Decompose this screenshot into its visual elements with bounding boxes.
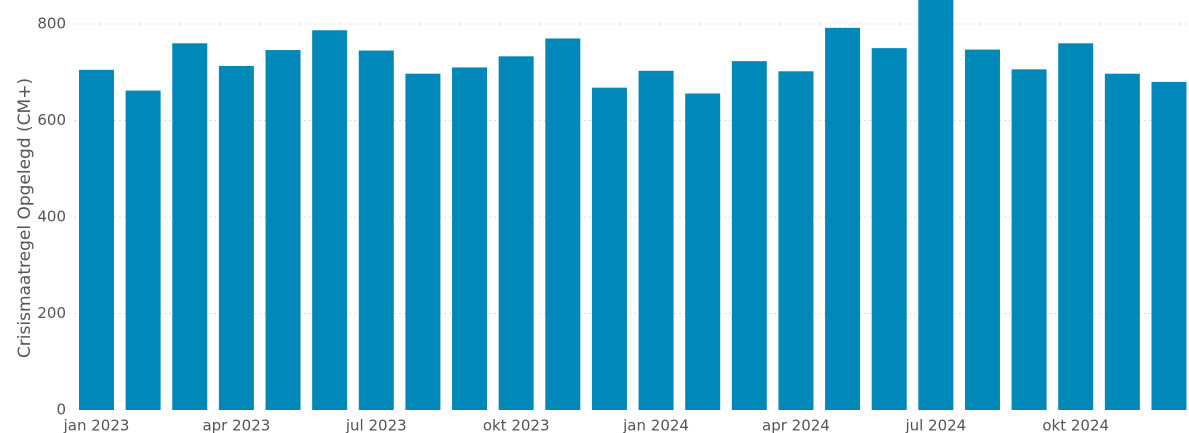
x-axis-ticks: jan 2023 apr 2023 jul 2023 okt 2023 jan 2024… (63, 417, 1109, 433)
bar-sep-2023 (452, 67, 488, 411)
bar-aug-2024 (964, 49, 1000, 410)
x-tick-label: jul 2024 (904, 417, 966, 433)
x-tick-label: apr 2024 (762, 417, 830, 433)
bar-apr-2024 (778, 71, 814, 410)
x-tick-label: apr 2023 (202, 417, 270, 433)
y-tick-label: 400 (37, 208, 66, 226)
bar-dec-2023 (591, 87, 627, 410)
x-tick-label: okt 2024 (1042, 417, 1109, 433)
bar-sep-2024 (1011, 69, 1047, 410)
bar-aug-2023 (405, 73, 441, 410)
bar-jun-2024 (871, 48, 907, 410)
bar-jul-2024 (918, 0, 954, 410)
bar-feb-2024 (685, 93, 721, 410)
y-tick-label: 200 (37, 304, 66, 322)
x-tick-label: jan 2023 (63, 417, 130, 433)
bar-feb-2023 (125, 90, 161, 411)
bar-jan-2024 (638, 70, 674, 411)
bar-jun-2023 (312, 30, 348, 411)
bar-okt-2023 (498, 56, 534, 410)
y-axis-ticks: 0 200 400 600 800 (37, 15, 66, 419)
y-tick-label: 600 (37, 111, 66, 129)
y-axis-title: Crisismaatregel Opgelegd (CM+) (15, 78, 35, 358)
bar-mei-2023 (265, 50, 301, 411)
bar-mrt-2023 (172, 43, 208, 411)
bar-mei-2024 (825, 27, 861, 411)
bar-jul-2023 (358, 50, 394, 410)
bar-dec-2024 (1151, 81, 1187, 411)
x-tick-label: jan 2024 (622, 417, 689, 433)
x-tick-label: jul 2023 (345, 417, 407, 433)
bar-okt-2024 (1058, 43, 1094, 411)
y-tick-label: 0 (56, 401, 66, 419)
bar-apr-2023 (218, 65, 254, 410)
x-tick-label: okt 2023 (483, 417, 550, 433)
bar-mrt-2024 (731, 61, 767, 411)
bar-nov-2023 (545, 38, 581, 410)
bar-jan-2023 (79, 69, 114, 411)
bar-nov-2024 (1104, 73, 1140, 410)
gridlines (74, 23, 1189, 314)
y-tick-label: 800 (37, 15, 66, 33)
bars (79, 0, 1187, 411)
